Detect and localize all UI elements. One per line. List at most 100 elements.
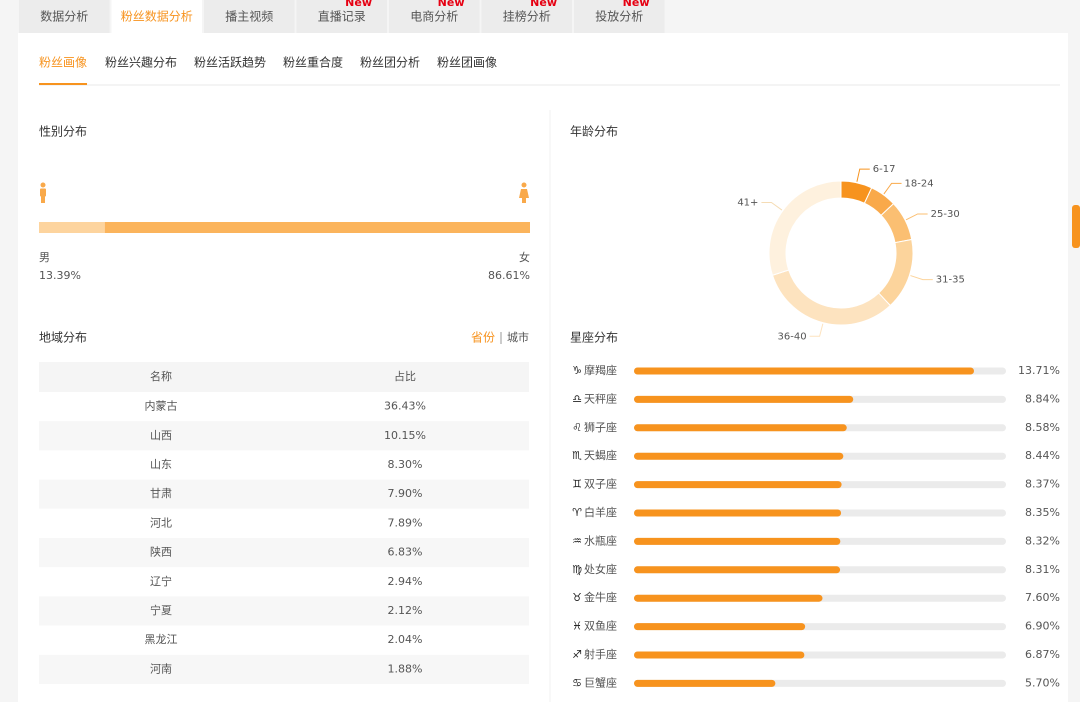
bar [634, 481, 842, 489]
bar [634, 452, 844, 460]
gender-bar-female [104, 222, 530, 233]
toggle-option[interactable]: 城市 [507, 330, 529, 344]
bar [634, 537, 841, 545]
tab[interactable] [574, 0, 665, 33]
zodiac-name: 金牛座 [584, 590, 617, 604]
tab[interactable] [111, 0, 203, 33]
bar-value-label: 8.35% [1025, 506, 1060, 519]
zodiac-icon: ♏ [572, 449, 582, 462]
bar-value-label: 6.90% [1025, 620, 1060, 633]
tab-label[interactable]: 播主视频 [225, 9, 273, 24]
table-row [39, 392, 529, 422]
sub-tab[interactable]: 粉丝活跃趋势 [194, 56, 266, 70]
table-cell: 河北 [150, 516, 172, 529]
tab-label[interactable]: 挂榜分析 [503, 9, 551, 24]
zodiac-icon: ♒ [572, 534, 582, 547]
zodiac-name: 射手座 [584, 647, 617, 661]
donut-segment [768, 180, 842, 276]
zodiac-name: 巨蟹座 [584, 675, 617, 689]
section-title: 性别分布 [39, 125, 87, 139]
bar [634, 367, 975, 375]
zodiac-icon: ♊ [572, 478, 582, 491]
donut-leader [761, 201, 783, 211]
sub-tab[interactable]: 粉丝团分析 [360, 56, 420, 70]
tab[interactable] [19, 0, 110, 33]
zodiac-icon: ♈ [572, 506, 582, 519]
gender-label: 女 [519, 250, 530, 264]
table-cell: 山东 [150, 458, 172, 471]
tab-badge: New [530, 0, 557, 9]
sub-tab-underline [39, 83, 88, 85]
table-cell: 黑龙江 [145, 633, 178, 646]
tab-label[interactable]: 数据分析 [40, 9, 88, 24]
sub-tab[interactable]: 粉丝团画像 [437, 56, 497, 70]
tab-badge: New [623, 0, 650, 9]
zodiac-icon: ♐ [572, 648, 582, 661]
table-cell: 6.83% [388, 546, 423, 559]
toggle-option[interactable]: 省份 [471, 331, 495, 345]
donut-leader [809, 323, 824, 337]
zodiac-name: 天蝎座 [584, 448, 617, 462]
section-title: 地域分布 [39, 331, 87, 345]
gender-bar-male [39, 222, 105, 233]
bar-value-label: 7.60% [1025, 591, 1060, 604]
zodiac-name: 白羊座 [584, 505, 617, 519]
table-cell: 山西 [150, 429, 172, 442]
section-title: 年龄分布 [570, 125, 618, 139]
table-header-cell: 占比 [394, 369, 416, 383]
table-cell: 1.88% [388, 662, 423, 675]
zodiac-name: 水瓶座 [584, 533, 617, 547]
tab[interactable] [296, 0, 388, 33]
zodiac-name: 双子座 [584, 477, 617, 491]
donut-label: 25-30 [931, 209, 960, 220]
bar-value-label: 8.58% [1025, 421, 1060, 434]
donut-leader [910, 275, 933, 281]
tab[interactable] [204, 0, 295, 33]
table-row [39, 625, 529, 655]
bar [634, 594, 823, 602]
zodiac-name: 狮子座 [584, 420, 617, 434]
sub-tab[interactable]: 粉丝兴趣分布 [105, 55, 177, 70]
zodiac-icon: ♋ [572, 676, 582, 689]
scroll-indicator[interactable] [1072, 205, 1080, 248]
gender-label: 男 [39, 251, 50, 264]
zodiac-name: 摩羯座 [584, 363, 617, 377]
tab[interactable] [481, 0, 573, 33]
table-row [39, 654, 529, 684]
sub-tab[interactable]: 粉丝画像 [39, 56, 87, 70]
table-row [39, 421, 529, 451]
tab-badge: New [438, 0, 465, 9]
bar-value-label: 5.70% [1025, 676, 1060, 689]
table-cell: 2.94% [388, 575, 423, 588]
tab-badge: New [345, 0, 372, 9]
zodiac-icon: ♑ [572, 364, 582, 377]
table-cell: 10.15% [384, 429, 426, 442]
tab-label[interactable]: 直播记录 [318, 10, 366, 24]
bar-value-label: 8.44% [1025, 449, 1060, 462]
donut-label: 36-40 [778, 331, 807, 342]
table-cell: 河南 [150, 662, 172, 675]
table-cell: 内蒙古 [145, 399, 178, 413]
tab-label[interactable]: 电商分析 [410, 9, 458, 24]
table-cell: 7.89% [388, 516, 423, 529]
tab[interactable] [389, 0, 480, 33]
donut-label: 18-24 [905, 178, 934, 189]
bar [634, 424, 847, 432]
donut-leader [883, 182, 902, 195]
sub-tab[interactable]: 粉丝重合度 [283, 55, 343, 70]
bar [634, 651, 805, 659]
table-cell: 8.30% [388, 458, 423, 471]
table-cell: 陕西 [150, 545, 172, 559]
section-title: 星座分布 [570, 330, 618, 345]
bar [634, 566, 841, 574]
donut-label: 41+ [737, 197, 758, 208]
table-cell: 甘肃 [150, 487, 172, 500]
male-icon [40, 182, 46, 203]
tab-label[interactable]: 投放分析 [595, 9, 643, 24]
bar-value-label: 8.84% [1025, 392, 1060, 405]
tab-label[interactable]: 粉丝数据分析 [121, 9, 193, 24]
bar [634, 509, 842, 517]
donut-leader [905, 213, 928, 221]
